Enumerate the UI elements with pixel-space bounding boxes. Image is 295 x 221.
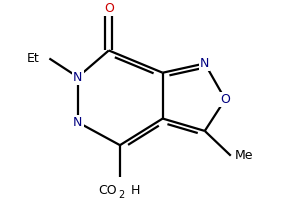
Text: CO: CO bbox=[98, 185, 117, 198]
Text: N: N bbox=[73, 70, 83, 84]
Text: Me: Me bbox=[235, 149, 254, 162]
Text: O: O bbox=[220, 93, 230, 106]
Text: 2: 2 bbox=[119, 190, 125, 200]
Text: H: H bbox=[130, 185, 140, 198]
Text: N: N bbox=[200, 57, 209, 70]
Text: Et: Et bbox=[27, 52, 40, 65]
Text: O: O bbox=[104, 2, 114, 15]
Text: N: N bbox=[73, 116, 83, 129]
